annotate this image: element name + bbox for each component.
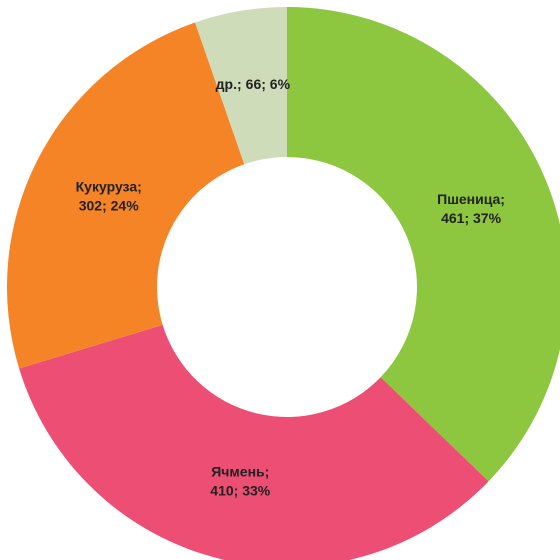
slice-label: Ячмень; 410; 33% (210, 463, 270, 498)
category-label: Ячмень; (211, 463, 269, 479)
category-label: Кукуруза; (76, 178, 142, 194)
category-label: Пшеница; (437, 190, 505, 206)
slice (6, 22, 245, 369)
slice-label: Кукуруза; 302; 24% (76, 178, 142, 213)
slice (19, 324, 489, 560)
value-label: 66; 6% (246, 76, 291, 92)
slice-label: др.; 66; 6% (216, 76, 291, 92)
slice-label: Пшеница; 461; 37% (437, 190, 505, 225)
value-label: 461; 37% (441, 209, 501, 225)
value-label: 410; 33% (210, 482, 270, 498)
slice (195, 7, 287, 165)
slice (287, 7, 560, 482)
category-label: др.; (216, 76, 242, 92)
value-label: 302; 24% (79, 197, 139, 213)
